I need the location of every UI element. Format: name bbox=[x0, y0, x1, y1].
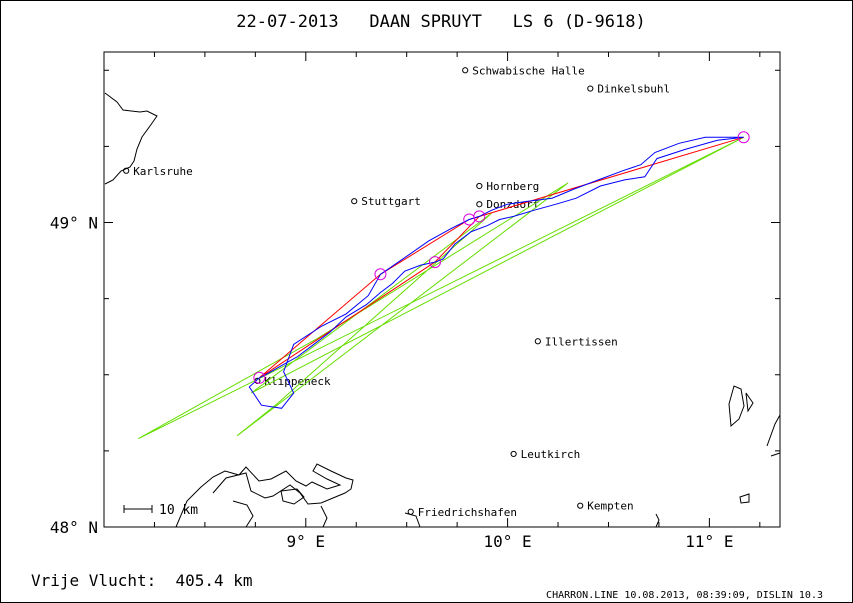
place-label: Karlsruhe bbox=[133, 165, 193, 178]
place-markers: Schwabische Halle Dinkelsbuhl Karlsruhe Hor… bbox=[123, 64, 670, 519]
axis-tick-labels: 9° E 10° E 11° E 48° N 49° N bbox=[50, 214, 734, 551]
scale-bar-label: 10 km bbox=[159, 503, 198, 518]
y-tick-label: 48° N bbox=[50, 518, 98, 537]
plot-border bbox=[103, 51, 781, 528]
flight-track bbox=[248, 136, 744, 409]
place-marker bbox=[534, 338, 541, 345]
software-credit: CHARRON.LINE 10.08.2013, 08:39:09, DISLI… bbox=[546, 590, 823, 601]
x-tick-label: 11° E bbox=[685, 532, 733, 551]
place-marker bbox=[407, 508, 414, 515]
y-tick-label: 49° N bbox=[50, 214, 98, 233]
place-label: Illertissen bbox=[545, 335, 618, 348]
turnpoint-marker bbox=[253, 371, 266, 384]
turnpoint-markers bbox=[253, 131, 750, 384]
free-flight-distance: Vrije Vlucht: 405.4 km bbox=[31, 571, 253, 590]
place-label: Hornberg bbox=[486, 180, 539, 193]
x-tick-label: 9° E bbox=[287, 532, 326, 551]
coastline-outlines bbox=[104, 92, 781, 528]
flight-tracks bbox=[138, 136, 744, 440]
turnpoint-marker bbox=[737, 131, 750, 144]
x-tick-label: 10° E bbox=[483, 532, 531, 551]
flight-track bbox=[138, 136, 744, 440]
place-marker bbox=[476, 182, 483, 190]
place-marker bbox=[510, 450, 517, 458]
place-marker bbox=[577, 502, 584, 509]
place-label: Schwabische Halle bbox=[472, 64, 585, 77]
place-marker bbox=[476, 201, 483, 208]
turnpoint-marker bbox=[473, 210, 486, 223]
place-label: Kempten bbox=[587, 500, 633, 513]
place-label: Dinkelsbuhl bbox=[597, 83, 670, 96]
turnpoint-marker bbox=[428, 256, 441, 269]
place-marker bbox=[462, 67, 469, 74]
place-marker bbox=[123, 167, 130, 174]
chart-title: 22-07-2013 DAAN SPRUYT LS 6 (D-9618) bbox=[236, 12, 645, 32]
place-marker bbox=[587, 85, 594, 92]
scale-bar: 10 km bbox=[123, 503, 198, 518]
place-label: Stuttgart bbox=[361, 195, 421, 208]
place-marker bbox=[351, 198, 358, 205]
turnpoint-marker bbox=[374, 268, 387, 281]
axis-ticks bbox=[103, 52, 780, 528]
place-label: Friedrichshafen bbox=[418, 506, 517, 519]
place-label: Leutkirch bbox=[521, 448, 581, 461]
